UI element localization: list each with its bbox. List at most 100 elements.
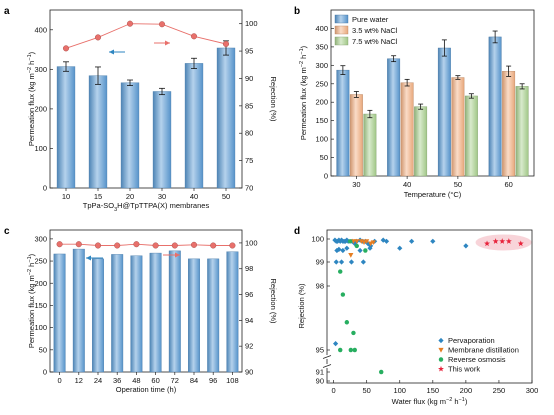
c-rejection-point	[190, 241, 198, 248]
a-rejection-point	[126, 20, 134, 27]
a-y2tick-label: 90	[245, 74, 253, 83]
c-rejection-point	[56, 241, 63, 248]
d-point-pervaporation	[333, 259, 339, 265]
a-rejection-line	[65, 23, 227, 49]
c-xtick-label: 96	[209, 376, 217, 385]
d-legend-marker	[438, 337, 444, 344]
a-ytick-label: 200	[34, 104, 47, 113]
c-ytick-label: 300	[34, 234, 47, 243]
a-ylabel: Permeation flux (kg m−2 h−1)	[27, 51, 36, 146]
d-legend-marker	[438, 365, 444, 372]
d-legend-label: Reverse osmosis	[448, 355, 506, 364]
d-legend-label: Pervaporation	[448, 336, 495, 345]
d-point-membrane-distillation	[370, 240, 376, 246]
a-rejection-point	[158, 21, 166, 28]
d-point-pervaporation	[340, 247, 346, 254]
d-point-this-work	[517, 240, 524, 247]
d-point-this-work	[484, 240, 490, 247]
b-ytick-label: 50	[320, 153, 328, 162]
a-rejection-point	[222, 40, 230, 48]
a-ytick-label: 0	[43, 184, 47, 193]
b-ytick-label: 100	[315, 135, 328, 144]
c-ytick-label: 50	[39, 345, 47, 354]
b-ytick-label: 350	[315, 42, 328, 51]
b-xtick-label: 30	[352, 180, 360, 189]
d-point-pervaporation	[430, 238, 436, 244]
a-xtick-label: 50	[222, 192, 230, 201]
a-plot-frame	[49, 9, 243, 189]
b-bar	[363, 113, 377, 177]
d-point-pervaporation	[367, 245, 373, 251]
d-point-this-work	[505, 238, 512, 244]
b-bar	[451, 77, 465, 177]
d-plot-frame	[326, 229, 533, 384]
b-ytick-label: 400	[315, 24, 328, 33]
c-bar	[72, 248, 85, 373]
a-y2tick-label: 95	[245, 47, 253, 56]
b-bar	[488, 36, 502, 177]
c-xtick-label: 72	[171, 376, 179, 385]
a-bar	[184, 63, 204, 189]
c-xtick-label: 0	[58, 376, 62, 385]
c-xtick-label: 24	[94, 376, 102, 385]
a-y2tick-label: 100	[245, 19, 258, 28]
b-ytick-label: 150	[315, 116, 328, 125]
c-bar	[226, 251, 239, 373]
d-xtick-label: 0	[332, 386, 336, 395]
c-arrow-right-head	[175, 252, 180, 258]
c-xtick-label: 48	[132, 376, 140, 385]
a-ytick-label: 400	[34, 25, 47, 34]
c-rejection-point	[75, 241, 82, 248]
d-point-membrane-distillation	[354, 239, 360, 244]
d-point-pervaporation	[463, 243, 469, 249]
d-point-pervaporation	[348, 259, 355, 265]
c-bar	[149, 252, 162, 373]
c-y2tick-label: 90	[245, 368, 253, 377]
d-ylabel: Rejection (%)	[297, 283, 306, 329]
c-bar	[130, 255, 143, 373]
d-point-reverse-osmosis	[340, 292, 346, 297]
b-bar	[437, 47, 451, 177]
b-bar	[336, 69, 350, 177]
c-y2tick-label: 100	[245, 238, 258, 247]
b-bar	[387, 58, 401, 177]
b-ytick-label: 0	[324, 172, 328, 181]
c-bar	[168, 250, 181, 373]
d-axis-break-mark	[322, 355, 332, 359]
a-y2tick-label: 75	[245, 156, 253, 165]
c-y2tick-label: 94	[245, 316, 253, 325]
a-bar	[56, 66, 76, 189]
d-point-pervaporation	[334, 247, 340, 254]
c-xlabel: Operation time (h)	[116, 385, 177, 394]
c-ytick-label: 100	[34, 323, 47, 332]
c-y2tick-label: 98	[245, 264, 253, 273]
a-arrow-left-head	[109, 49, 114, 55]
c-y2tick-label: 96	[245, 290, 253, 299]
d-point-reverse-osmosis	[338, 269, 343, 274]
b-ytick-label: 200	[315, 98, 328, 107]
d-point-reverse-osmosis	[347, 239, 353, 244]
d-xtick-label: 100	[393, 386, 406, 395]
c-rejection-point	[94, 242, 102, 249]
d-legend-label: This work	[448, 365, 480, 374]
a-xtick-label: 10	[62, 192, 70, 201]
d-point-membrane-distillation	[364, 239, 370, 244]
d-point-reverse-osmosis	[344, 320, 350, 325]
a-ytick-label: 300	[34, 65, 47, 74]
d-ytick-label: 98	[316, 282, 324, 291]
b-ylabel: Permeation flux (kg m−2 h−1)	[299, 45, 308, 140]
d-point-pervaporation	[352, 241, 358, 247]
b-bar	[349, 94, 363, 177]
c-plot-frame	[49, 229, 243, 373]
c-bar	[207, 258, 220, 373]
c-arrow-left-head	[86, 255, 91, 261]
b-xtick-label: 60	[504, 180, 512, 189]
a-xlabel: TpPa-SO3H@TpTTPA(X) membranes	[83, 201, 210, 213]
b-bar	[414, 106, 428, 177]
a-bar	[120, 82, 140, 189]
c-bar	[111, 254, 124, 373]
panel-b: 0 50 100 150 200 250 300 350 400 30 40 50 60 Temperat…	[299, 9, 535, 199]
a-xtick-label: 40	[190, 192, 198, 201]
panel-label-a: a	[4, 6, 10, 17]
c-bar	[188, 258, 200, 373]
